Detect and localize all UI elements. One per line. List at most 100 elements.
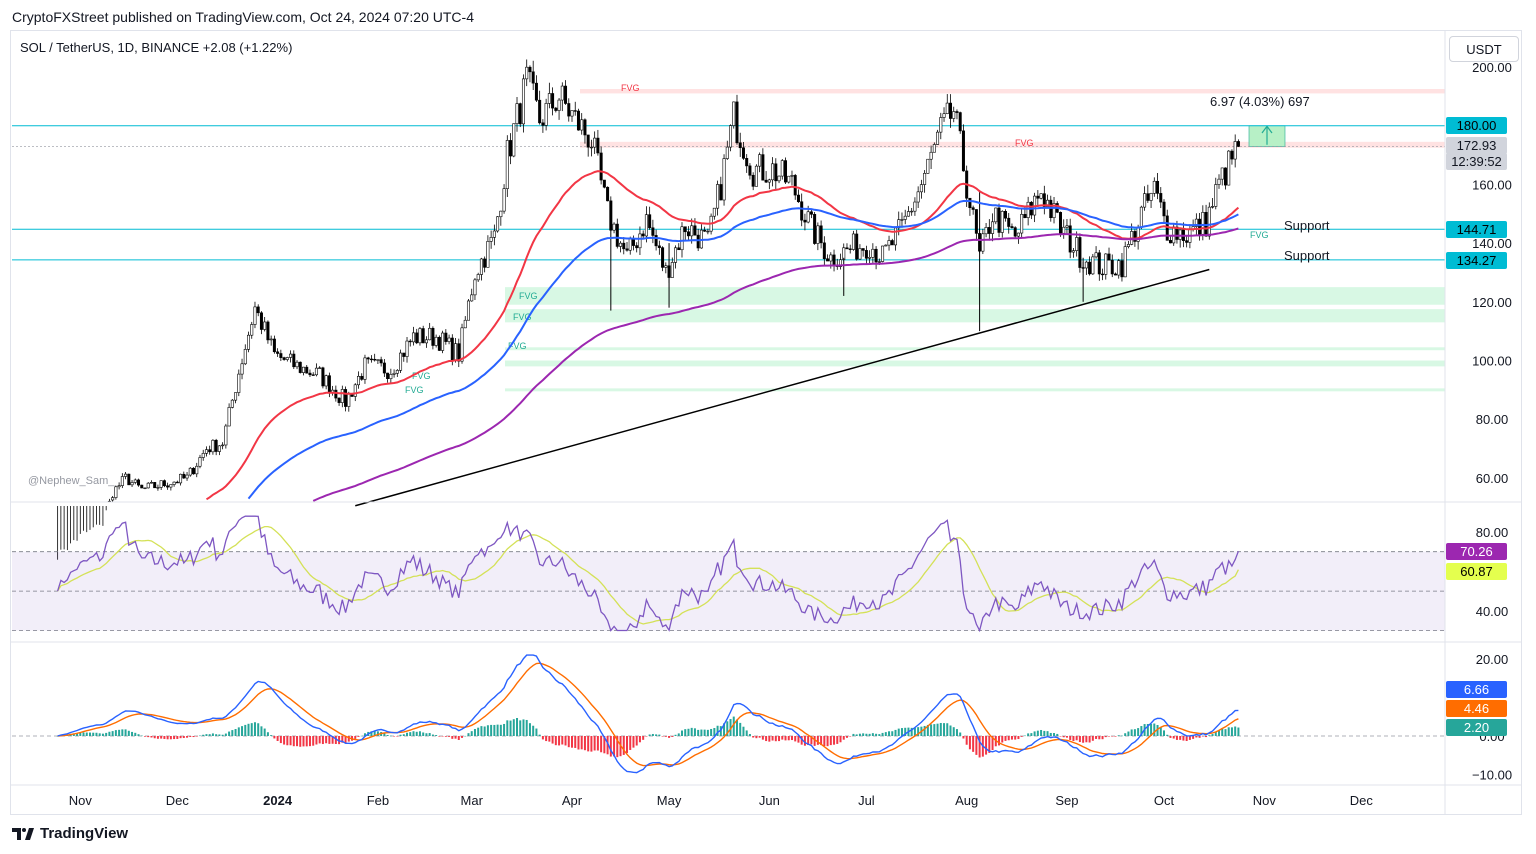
- macd-hist-bar: [991, 736, 994, 751]
- macd-hist-bar: [1082, 736, 1085, 743]
- macd-hist-bar: [778, 736, 781, 742]
- price-tag-countdown: 12:39:52: [1446, 153, 1507, 170]
- candle-body: [424, 339, 428, 344]
- measure-label: 6.97 (4.03%) 697: [1210, 94, 1310, 109]
- candle-body: [826, 258, 830, 262]
- macd-hist-bar: [823, 736, 826, 747]
- macd-hist-bar: [1153, 723, 1156, 736]
- candle-body: [463, 319, 467, 329]
- macd-hist-bar: [936, 723, 939, 736]
- candle-body: [1126, 244, 1130, 247]
- macd-hist-bar: [703, 729, 706, 736]
- candle-body: [693, 225, 697, 236]
- candle-body: [716, 184, 720, 209]
- macd-hist-bar: [632, 736, 635, 748]
- publish-header: CryptoFXStreet published on TradingView.…: [12, 9, 474, 25]
- candle-body: [939, 117, 943, 133]
- candle-body: [124, 473, 128, 477]
- macd-hist-bar: [690, 727, 693, 736]
- candle-body: [932, 144, 936, 153]
- candle-body: [712, 207, 716, 217]
- candle-body: [945, 102, 949, 114]
- candle-body: [851, 233, 855, 250]
- macd-hist-bar: [693, 728, 696, 736]
- candle-body: [971, 207, 975, 210]
- fvg-label: FVG: [519, 291, 538, 301]
- macd-hist-bar: [532, 725, 535, 736]
- macd-hist-bar: [1146, 723, 1149, 736]
- candle-body: [777, 175, 781, 182]
- macd-hist-bar: [655, 734, 658, 736]
- candle-body: [1078, 237, 1082, 268]
- macd-hist-bar: [1056, 733, 1059, 736]
- candle-body: [670, 262, 674, 278]
- macd-hist-bar: [386, 735, 389, 736]
- macd-hist-bar: [134, 732, 137, 736]
- candle-body: [502, 188, 506, 212]
- macd-hist-bar: [1211, 734, 1214, 736]
- candle-body: [871, 248, 875, 258]
- candle-body: [884, 244, 888, 247]
- candle-body: [250, 324, 254, 336]
- candle-body: [137, 479, 141, 486]
- macd-hist-bar: [1065, 736, 1068, 738]
- macd-hist-bar: [868, 733, 871, 736]
- candle-body: [311, 374, 315, 376]
- macd-hist-bar: [803, 736, 806, 746]
- currency-button[interactable]: USDT: [1449, 36, 1519, 62]
- candle-body: [648, 214, 652, 229]
- macd-hist-bar: [865, 733, 868, 736]
- candle-body: [1133, 231, 1137, 242]
- candle-body: [1198, 218, 1202, 235]
- candle-body: [1036, 195, 1040, 199]
- symbol-legend[interactable]: SOL / TetherUS, 1D, BINANCE +2.08 (+1.22…: [20, 40, 293, 55]
- candle-body: [942, 113, 946, 118]
- macd-hist-bar: [1020, 736, 1023, 737]
- macd-hist-bar: [1172, 736, 1175, 739]
- chart-frame: [10, 30, 1522, 815]
- macd-hist-bar: [444, 736, 447, 737]
- tradingview-brand[interactable]: TradingView: [12, 825, 128, 842]
- signal-tag: 4.46: [1446, 700, 1507, 717]
- candle-body: [447, 337, 451, 342]
- candle-body: [344, 389, 348, 407]
- macd-hist-bar: [1237, 727, 1240, 736]
- macd-hist-bar: [603, 736, 606, 754]
- macd-hist-bar: [224, 733, 227, 736]
- macd-hist-bar: [92, 732, 95, 736]
- candle-body: [894, 227, 898, 246]
- candle-body: [521, 78, 525, 125]
- macd-hist-bar: [338, 736, 341, 745]
- candle-body: [282, 357, 286, 360]
- macd-hist-bar: [713, 728, 716, 736]
- candle-body: [719, 184, 723, 201]
- macd-hist-bar: [913, 727, 916, 736]
- macd-hist-bar: [205, 734, 208, 736]
- candle-body: [327, 375, 331, 394]
- macd-hist-bar: [422, 732, 425, 736]
- time-tick-label: Oct: [1154, 793, 1175, 808]
- macd-hist-bar: [1027, 733, 1030, 736]
- candle-body: [518, 103, 522, 125]
- macd-hist-bar: [441, 736, 444, 737]
- candle-body: [1233, 141, 1237, 160]
- candle-body: [790, 175, 794, 177]
- macd-hist-bar: [554, 736, 557, 746]
- candle-body: [234, 392, 238, 401]
- macd-hist-bar: [758, 736, 761, 738]
- macd-hist-bar: [852, 733, 855, 736]
- candle-body: [657, 245, 661, 248]
- time-tick-label: 2024: [263, 793, 293, 808]
- macd-hist-bar: [473, 728, 476, 736]
- macd-hist-bar: [900, 728, 903, 736]
- time-tick-label: Jul: [858, 793, 875, 808]
- price-tick-label: 160.00: [1472, 177, 1512, 192]
- candle-body: [421, 328, 425, 344]
- macd-hist-bar: [710, 728, 713, 736]
- time-tick-label: May: [657, 793, 682, 808]
- macd-hist-bar: [790, 736, 793, 741]
- macd-hist-bar: [567, 736, 570, 748]
- macd-hist-bar: [613, 736, 616, 757]
- candle-body: [1217, 178, 1221, 185]
